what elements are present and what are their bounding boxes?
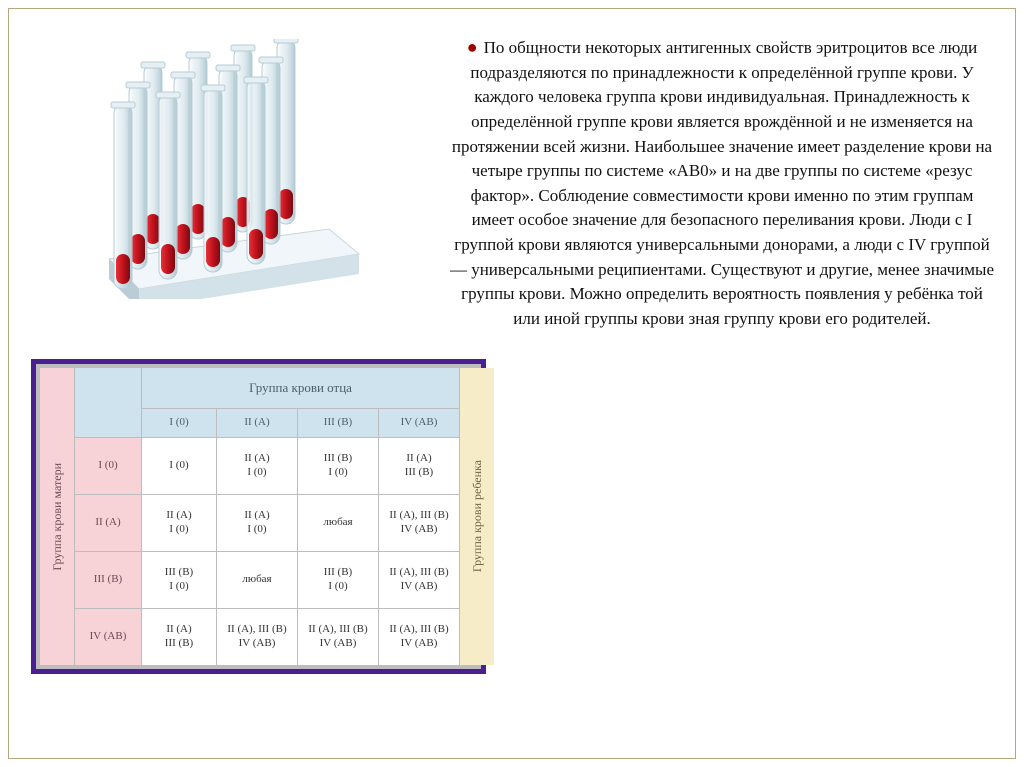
cell-1-2: любая [298,495,378,551]
test-tube-rack-illustration [49,39,389,299]
cell-0-2: III (B)I (0) [298,438,378,494]
cell-3-3: II (A), III (B)IV (AB) [379,609,459,665]
cell-1-1: II (A)I (0) [217,495,297,551]
cell-2-1: любая [217,552,297,608]
cell-0-1: II (A)I (0) [217,438,297,494]
cell-2-2: III (B)I (0) [298,552,378,608]
cell-0-3: II (A)III (B) [379,438,459,494]
row-label-0: I (0) [75,438,141,494]
row-label-3: IV (AB) [75,609,141,665]
row-label-1: II (A) [75,495,141,551]
cell-1-3: II (A), III (B)IV (AB) [379,495,459,551]
cell-2-3: II (A), III (B)IV (AB) [379,552,459,608]
bullet-icon: ● [467,37,478,57]
cell-0-0: I (0) [142,438,216,494]
col-label-0: I (0) [142,409,216,437]
paragraph-text: По общности некоторых антигенных свойств… [450,38,994,328]
col-label-1: II (A) [217,409,297,437]
cell-3-2: II (A), III (B)IV (AB) [298,609,378,665]
cell-3-0: II (A)III (B) [142,609,216,665]
cell-1-0: II (A)I (0) [142,495,216,551]
child-side-label: Группа крови ребенка [460,368,494,665]
cell-3-1: II (A), III (B)IV (AB) [217,609,297,665]
page-frame: ●По общности некоторых антигенных свойст… [8,8,1016,759]
corner-empty [75,368,141,437]
col-label-2: III (B) [298,409,378,437]
cell-2-0: III (B)I (0) [142,552,216,608]
col-label-3: IV (AB) [379,409,459,437]
row-label-2: III (B) [75,552,141,608]
main-paragraph: ●По общности некоторых антигенных свойст… [449,34,995,332]
mother-side-label: Группа крови матери [40,368,74,665]
blood-group-inheritance-table: Группа крови матери Группа крови отца Гр… [31,359,486,674]
father-title: Группа крови отца [142,368,459,408]
